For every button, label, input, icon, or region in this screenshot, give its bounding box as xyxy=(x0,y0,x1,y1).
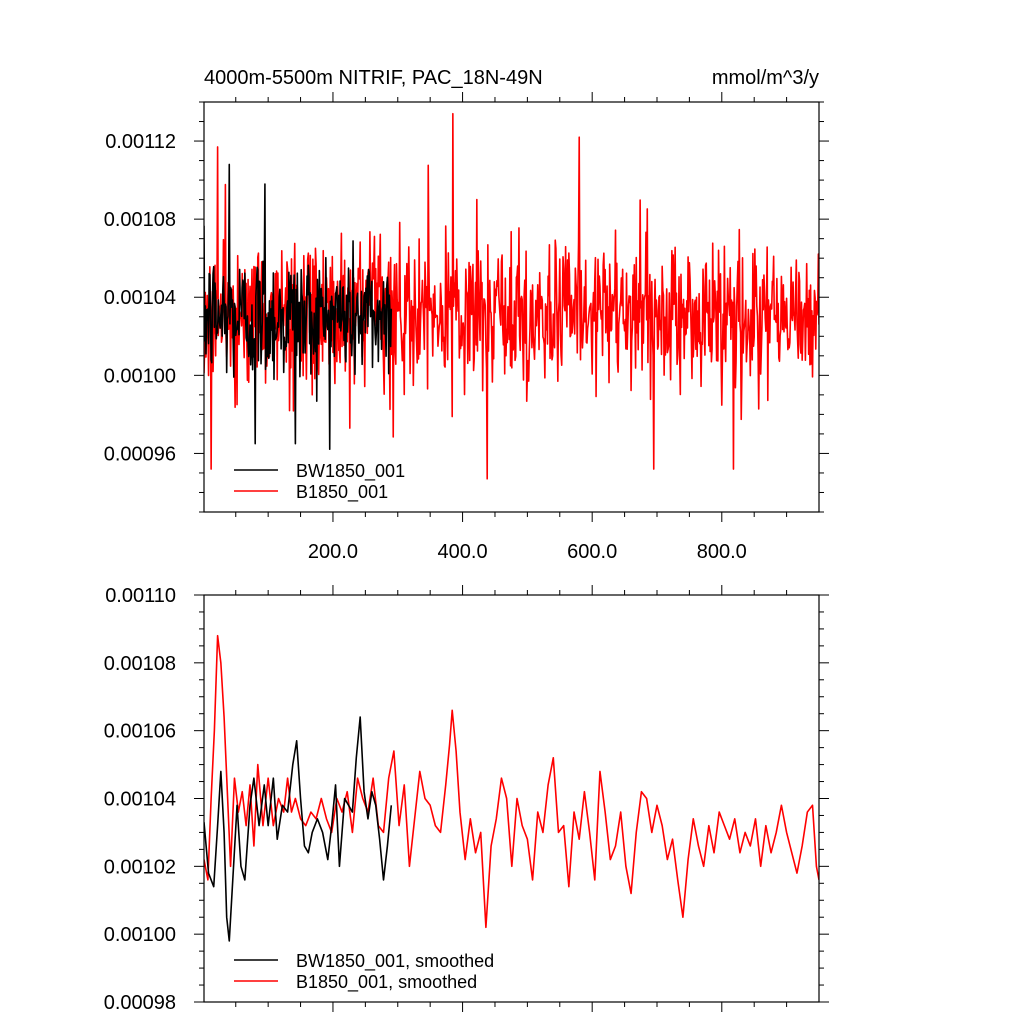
legend-label: B1850_001 xyxy=(296,482,388,503)
series-line-b1850-001 xyxy=(204,112,819,480)
plot-area xyxy=(204,634,819,942)
series-line-b1850-001-smoothed xyxy=(204,634,819,929)
y-tick-label: 0.00100 xyxy=(104,924,176,946)
x-tick-label: 600.0 xyxy=(567,541,617,563)
x-tick-label: 200.0 xyxy=(308,541,358,563)
y-tick-label: 0.00098 xyxy=(104,992,176,1014)
y-tick-label: 0.00108 xyxy=(104,209,176,231)
y-tick-label: 0.00096 xyxy=(104,443,176,465)
units-label: mmol/m^3/y xyxy=(712,67,819,89)
y-tick-label: 0.00102 xyxy=(104,856,176,878)
y-tick-label: 0.00100 xyxy=(104,365,176,387)
y-tick-label: 0.00108 xyxy=(104,653,176,675)
series-line-bw1850-001 xyxy=(204,163,393,451)
top-panel: 0.00096 0.00100 0.00104 0.00108 0.00112 200.0… xyxy=(104,67,829,563)
plot-area xyxy=(204,112,819,480)
bottom-panel: 0.00098 0.00100 0.00102 0.00104 0.00106 0.001… xyxy=(104,585,829,1014)
y-tick-label: 0.00112 xyxy=(105,131,176,153)
y-tick-label: 0.00104 xyxy=(104,789,176,811)
y-tick-label: 0.00110 xyxy=(105,585,176,607)
chart-title: 4000m-5500m NITRIF, PAC_18N-49N xyxy=(204,67,543,89)
legend-label: BW1850_001 xyxy=(296,461,405,482)
x-tick-label: 800.0 xyxy=(697,541,747,563)
series-line-bw1850-001-smoothed xyxy=(204,716,393,942)
plot-frame xyxy=(203,101,820,513)
y-tick-label: 0.00104 xyxy=(104,287,176,309)
legend-label: B1850_001, smoothed xyxy=(296,972,477,993)
y-tick-label: 0.00106 xyxy=(104,721,176,743)
x-tick-label: 400.0 xyxy=(438,541,488,563)
legend-label: BW1850_001, smoothed xyxy=(296,951,494,972)
